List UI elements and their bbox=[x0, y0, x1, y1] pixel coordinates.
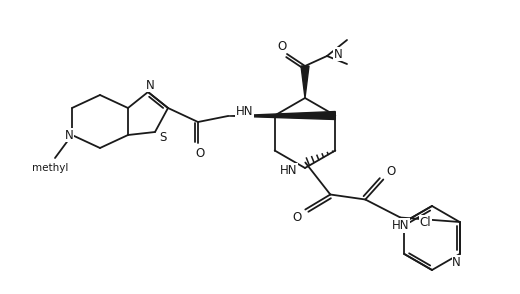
Text: S: S bbox=[159, 131, 167, 143]
Polygon shape bbox=[301, 66, 309, 98]
Text: O: O bbox=[387, 165, 396, 178]
Text: O: O bbox=[293, 211, 302, 224]
Text: N: N bbox=[334, 48, 343, 61]
Text: Cl: Cl bbox=[419, 216, 431, 228]
Text: O: O bbox=[196, 146, 205, 160]
Text: S: S bbox=[159, 131, 167, 143]
Text: N: N bbox=[146, 78, 154, 91]
Text: O: O bbox=[277, 39, 287, 53]
Text: N: N bbox=[452, 255, 461, 268]
Text: HN: HN bbox=[280, 164, 297, 177]
Text: O: O bbox=[277, 39, 287, 53]
Text: N: N bbox=[452, 255, 461, 268]
Text: HN: HN bbox=[280, 164, 297, 177]
Text: HN: HN bbox=[392, 219, 409, 232]
Text: HN: HN bbox=[392, 219, 409, 232]
Text: N: N bbox=[334, 48, 343, 61]
Text: O: O bbox=[387, 165, 396, 178]
Text: O: O bbox=[196, 146, 205, 160]
Text: HN: HN bbox=[236, 104, 254, 118]
Text: HN: HN bbox=[236, 104, 254, 118]
Text: methyl: methyl bbox=[32, 163, 68, 173]
Polygon shape bbox=[228, 111, 335, 119]
Text: methyl: methyl bbox=[32, 163, 68, 173]
Text: N: N bbox=[64, 128, 73, 141]
Text: Cl: Cl bbox=[419, 216, 431, 228]
Text: N: N bbox=[64, 128, 73, 141]
Text: O: O bbox=[293, 211, 302, 224]
Text: N: N bbox=[146, 78, 154, 91]
